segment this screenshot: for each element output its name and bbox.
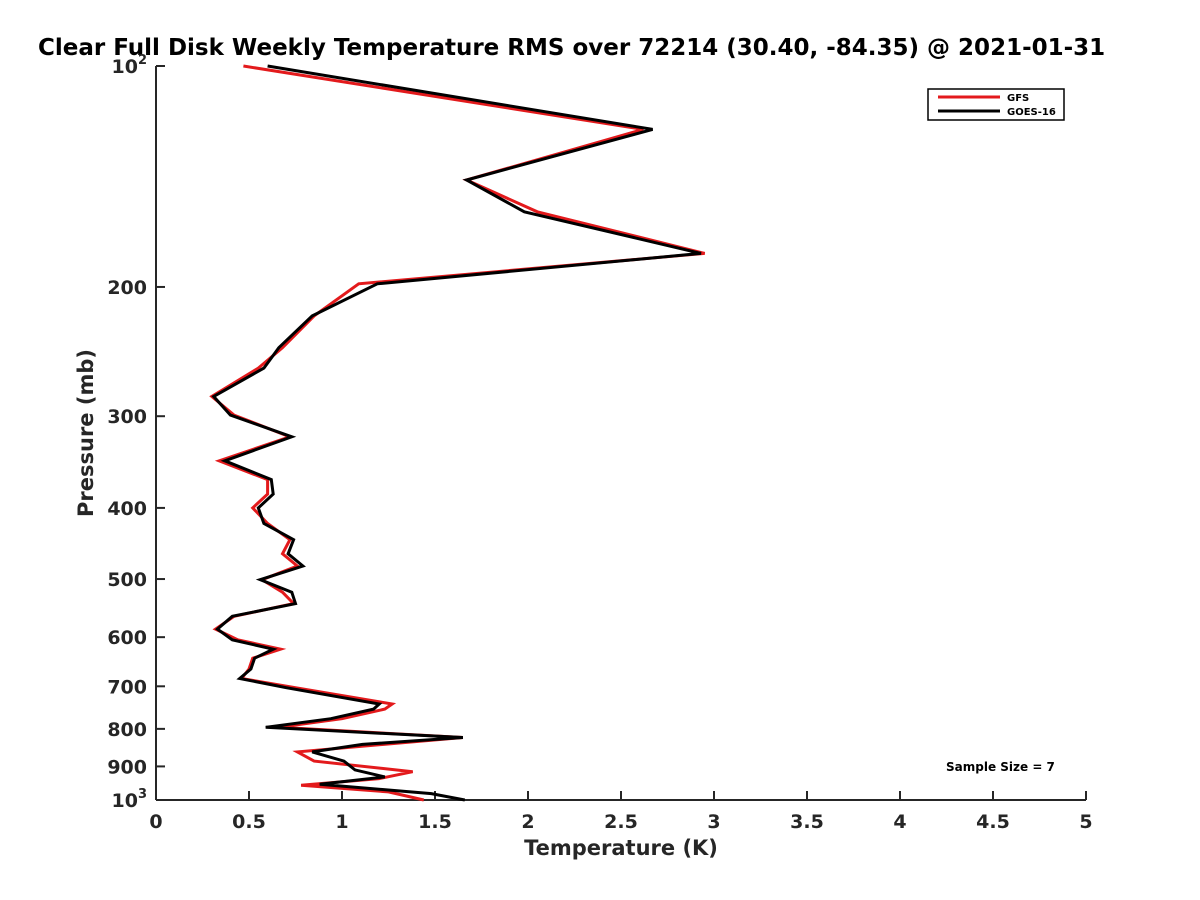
y-tick-label: 300 <box>107 406 147 428</box>
sample-size-annotation: Sample Size = 7 <box>946 760 1055 774</box>
legend: GFS GOES-16 <box>927 88 1065 121</box>
series-line-goes-16 <box>211 64 702 802</box>
legend-label: GOES-16 <box>1007 107 1056 118</box>
y-tick-label: 102 <box>112 53 148 78</box>
y-tick-label: 700 <box>107 676 147 698</box>
series-lines <box>209 64 706 802</box>
y-tick-label: 103 <box>112 787 148 812</box>
x-tick-label: 2.5 <box>604 811 638 833</box>
x-tick-label: 5 <box>1079 811 1092 833</box>
x-tick-label: 1.5 <box>418 811 452 833</box>
x-axis-label: Temperature (K) <box>524 836 718 860</box>
series-line-gfs <box>209 64 706 802</box>
x-tick-label: 4 <box>893 811 906 833</box>
y-tick-exponent: 2 <box>138 53 147 68</box>
x-tick-label: 0.5 <box>232 811 266 833</box>
legend-box <box>927 88 1065 121</box>
chart-title: Clear Full Disk Weekly Temperature RMS o… <box>38 35 1105 61</box>
y-tick-label: 200 <box>107 277 147 299</box>
x-tick-label: 3.5 <box>790 811 824 833</box>
y-tick-label: 400 <box>107 498 147 520</box>
y-tick-label: 800 <box>107 719 147 741</box>
y-tick-base: 10 <box>112 56 138 78</box>
y-tick-base: 10 <box>112 790 138 812</box>
y-tick-exponent: 3 <box>138 787 147 802</box>
y-axis-label: Pressure (mb) <box>74 349 98 517</box>
y-tick-label: 600 <box>107 627 147 649</box>
y-tick-label: 900 <box>107 756 147 778</box>
x-tick-label: 2 <box>521 811 534 833</box>
x-tick-label: 3 <box>707 811 720 833</box>
x-tick-label: 4.5 <box>976 811 1010 833</box>
x-ticks: 0 0.5 1 1.5 2 2.5 3 3.5 4 4.5 5 <box>149 791 1093 833</box>
y-tick-label: 500 <box>107 569 147 591</box>
legend-label: GFS <box>1007 93 1029 104</box>
x-tick-label: 1 <box>335 811 348 833</box>
x-tick-label: 0 <box>149 811 162 833</box>
